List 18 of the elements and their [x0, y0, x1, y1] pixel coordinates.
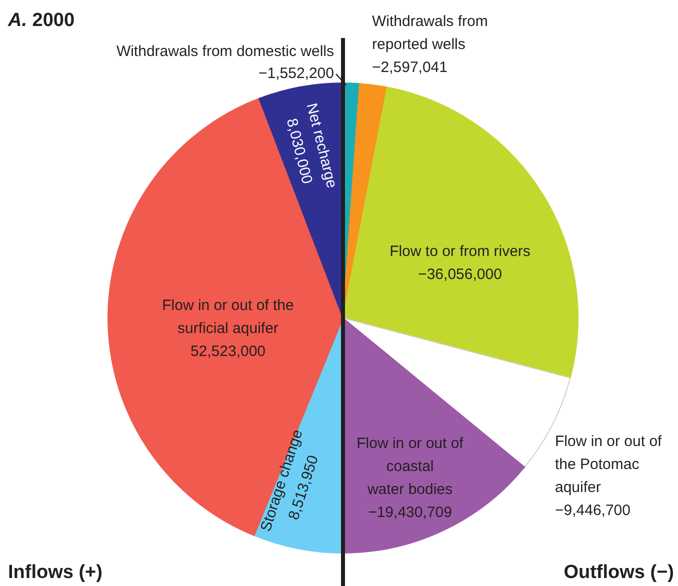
text: −2,597,041 — [372, 59, 448, 76]
data-label: 52,523,000 — [190, 343, 266, 360]
slice-label: Flow in or out of the surficial aquifer — [162, 297, 294, 337]
slice-label: Withdrawals from domestic wells — [116, 43, 334, 60]
pie-slice — [108, 98, 344, 536]
slice-label: Flow to or from rivers — [390, 243, 530, 260]
slice-label: Flow in or out of the Potomac aquifer — [555, 433, 663, 496]
text: Inflows (+) — [8, 562, 102, 583]
text: Outflows (−) — [564, 562, 674, 583]
slice-label: Withdrawals from reported wells — [372, 13, 488, 53]
text: −9,446,700 — [555, 502, 630, 519]
pie-slice — [342, 318, 526, 554]
text: −1,552,200 — [258, 65, 334, 82]
slice-label: Flow in or out of coastal water bodies — [356, 435, 464, 498]
text: −36,056,000 — [418, 266, 502, 283]
pie-slice — [342, 86, 578, 378]
text: −19,430,709 — [368, 504, 452, 521]
chart-title: A. 2000 — [7, 10, 75, 31]
